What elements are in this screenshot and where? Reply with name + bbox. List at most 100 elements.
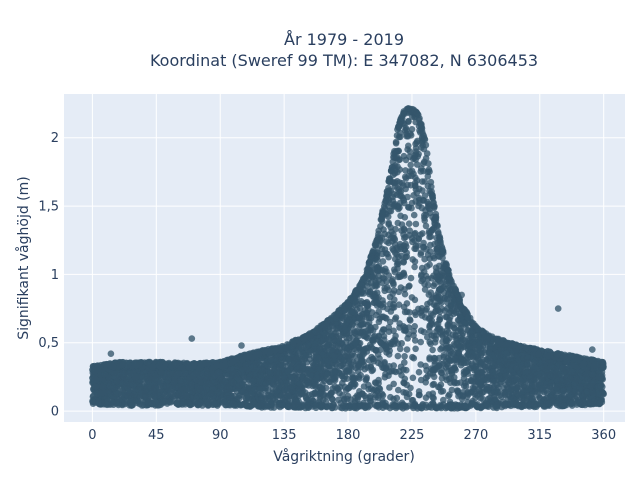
scatter-point <box>421 178 429 185</box>
scatter-point <box>313 374 321 382</box>
scatter-point <box>304 367 312 375</box>
scatter-point <box>414 242 422 249</box>
scatter-point <box>412 148 420 155</box>
scatter-point <box>267 356 275 364</box>
scatter-point <box>233 374 241 381</box>
scatter-point <box>450 310 458 318</box>
scatter-point <box>308 390 316 398</box>
scatter-point <box>385 324 393 331</box>
scatter-point <box>110 384 118 392</box>
scatter-point <box>342 326 349 334</box>
scatter-point <box>390 380 398 388</box>
scatter-point <box>424 251 432 258</box>
scatter-point <box>419 187 426 194</box>
scatter-point <box>406 316 414 323</box>
scatter-point <box>259 367 266 374</box>
scatter-point <box>534 384 541 392</box>
scatter-point <box>436 314 444 321</box>
scatter-point <box>396 204 403 211</box>
scatter-point <box>351 327 358 334</box>
scatter-point <box>440 360 447 368</box>
scatter-point <box>224 389 231 396</box>
scatter-point <box>388 238 396 245</box>
scatter-point <box>375 380 382 387</box>
scatter-point <box>327 391 335 398</box>
scatter-point <box>405 220 413 227</box>
scatter-point <box>401 286 408 293</box>
scatter-point <box>415 305 422 313</box>
scatter-point <box>417 168 425 175</box>
scatter-point <box>366 394 374 402</box>
scatter-point <box>401 353 408 360</box>
scatter-point <box>406 309 414 316</box>
scatter-point <box>378 340 385 347</box>
scatter-point <box>408 235 416 242</box>
scatter-point <box>457 314 464 321</box>
scatter-point <box>383 278 390 285</box>
scatter-point <box>482 363 489 371</box>
scatter-point <box>316 384 324 392</box>
scatter-point <box>400 152 408 160</box>
scatter-point <box>417 338 425 346</box>
scatter-point <box>429 346 436 354</box>
scatter-point <box>385 351 393 358</box>
scatter-point <box>395 386 402 394</box>
scatter-point <box>423 305 431 313</box>
scatter-point <box>397 363 405 371</box>
scatter-point <box>391 336 398 344</box>
scatter-point <box>528 390 536 398</box>
scatter-point <box>363 348 371 355</box>
scatter-point <box>363 375 370 383</box>
scatter-point <box>421 217 429 224</box>
scatter-point <box>430 294 437 302</box>
scatter-point <box>411 296 419 304</box>
scatter-point <box>401 214 409 221</box>
scatter-point <box>422 362 429 370</box>
scatter-point <box>450 324 458 332</box>
scatter-point <box>407 274 415 282</box>
scatter-point <box>391 315 399 323</box>
scatter-point <box>197 378 204 386</box>
scatter-point <box>390 247 397 254</box>
scatter-point <box>494 357 501 365</box>
scatter-point <box>400 303 408 311</box>
scatter-point <box>421 286 429 293</box>
scatter-point <box>417 249 425 256</box>
scatter-point <box>401 290 409 298</box>
scatter-point <box>418 204 426 212</box>
scatter-point <box>360 361 368 369</box>
scatter-point <box>411 258 419 265</box>
scatter-point <box>170 378 178 386</box>
scatter-point <box>455 349 463 356</box>
scatter-point <box>361 392 368 400</box>
scatter-point <box>424 198 431 206</box>
scatter-point <box>395 301 403 309</box>
scatter-point <box>418 264 426 272</box>
scatter-point <box>444 285 451 292</box>
scatter-point <box>379 364 386 371</box>
scatter-point <box>462 383 470 390</box>
scatter-point <box>378 313 386 321</box>
scatter-point <box>296 380 304 388</box>
scatter-point <box>421 255 428 263</box>
scatter-point <box>483 377 490 384</box>
scatter-point <box>521 382 528 389</box>
scatter-point <box>369 355 377 363</box>
scatter-point <box>368 309 376 316</box>
scatter-point <box>322 357 329 364</box>
scatter-point <box>443 336 450 343</box>
scatter-point <box>342 387 350 394</box>
scatter-point <box>442 346 449 353</box>
scatter-point <box>444 322 452 330</box>
scatter-point <box>469 373 477 381</box>
scatter-point <box>363 309 371 317</box>
scatter-point <box>444 305 451 312</box>
scatter-point <box>554 383 561 391</box>
scatter-point <box>400 231 407 238</box>
scatter-point <box>444 355 452 362</box>
scatter-point <box>459 392 467 399</box>
scatter-point <box>382 370 389 378</box>
scatter-point <box>406 148 414 155</box>
scatter-point <box>475 341 483 349</box>
